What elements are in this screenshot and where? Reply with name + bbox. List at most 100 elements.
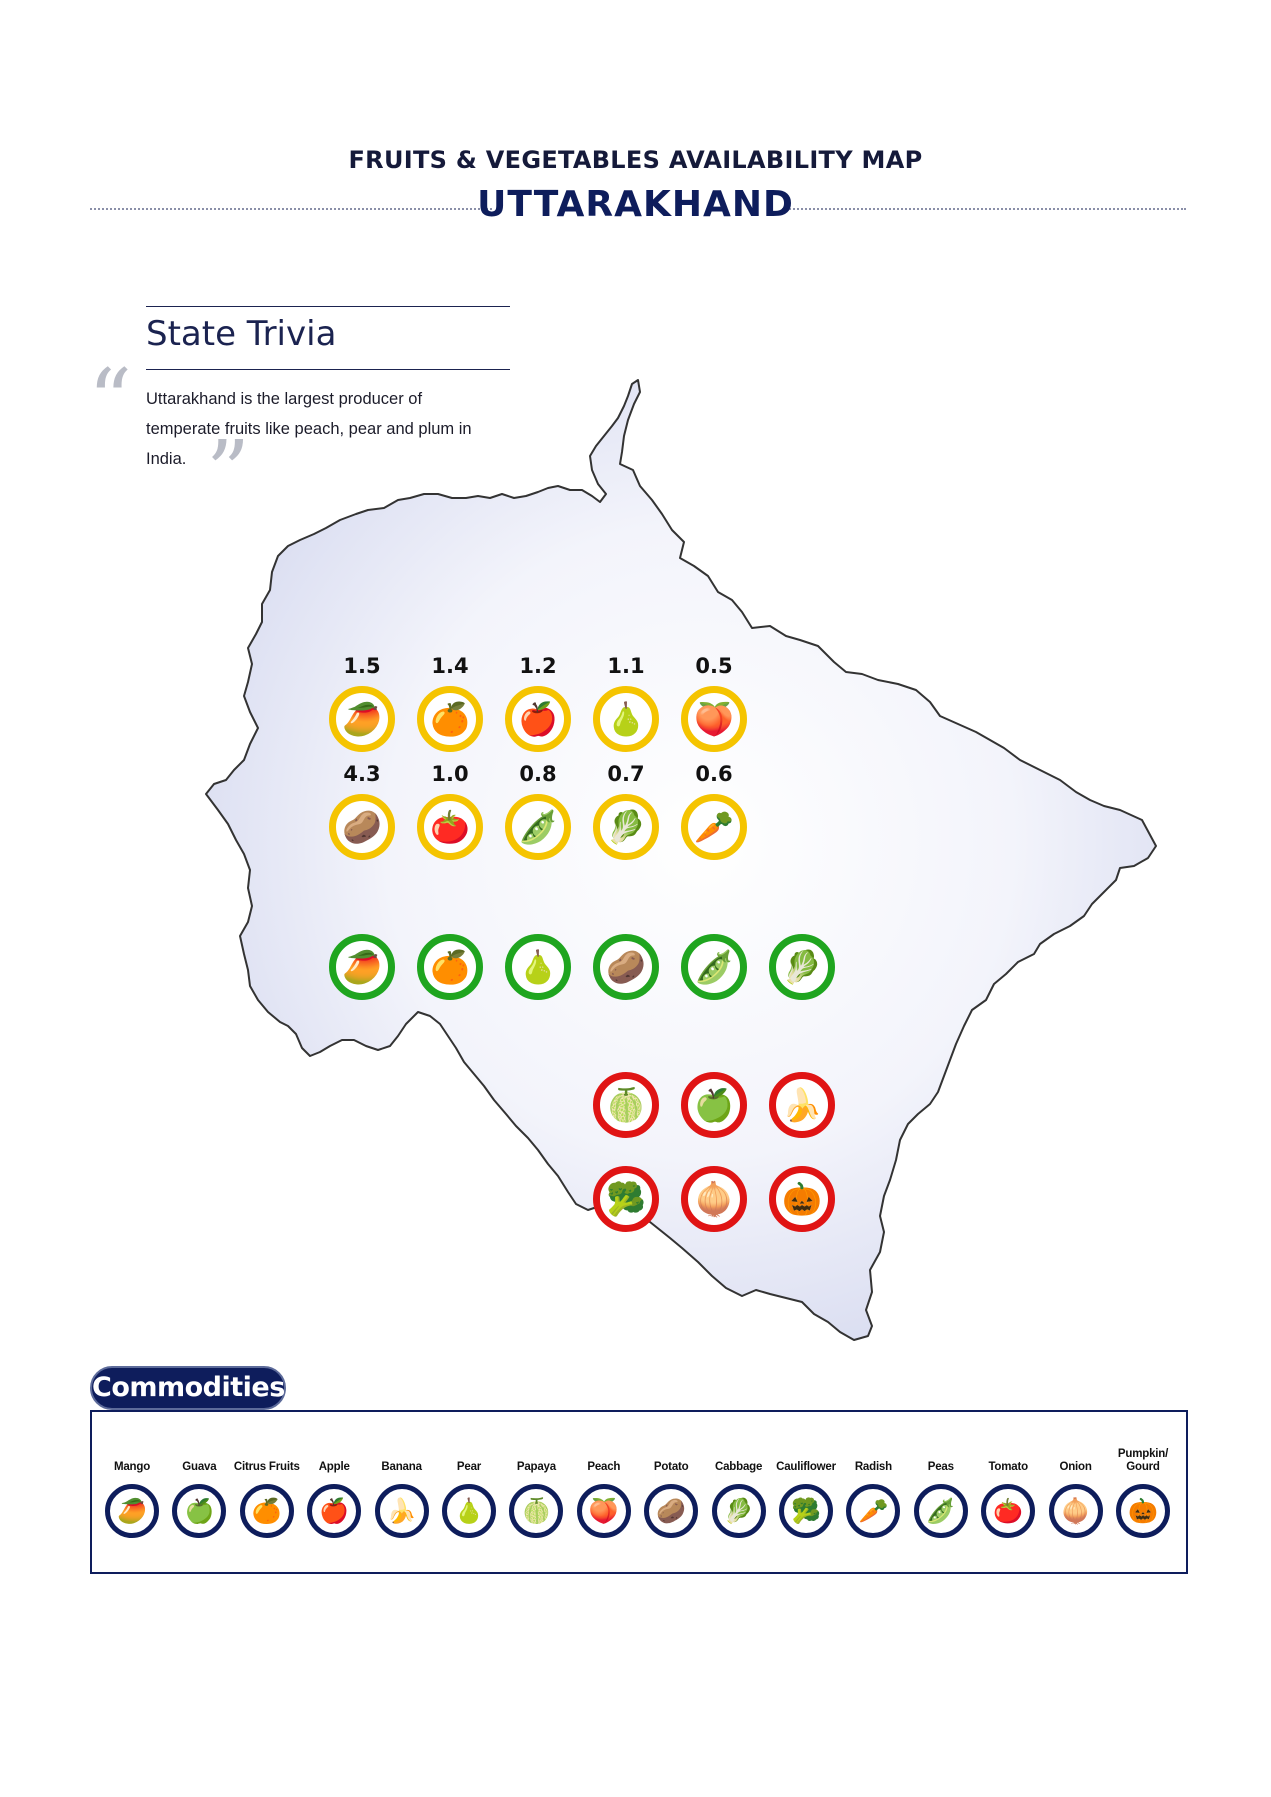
- guava-legend-badge: 🍏: [172, 1484, 227, 1538]
- cabbage-icon: 🥬: [723, 1497, 754, 1525]
- legend-item-potato: Potato 🥔: [637, 1412, 705, 1548]
- radish-badge: 🥕: [681, 794, 747, 860]
- guava-icon: 🍏: [694, 1086, 734, 1124]
- cauliflower-badge: 🥦: [593, 1166, 659, 1232]
- trivia-bottom-rule: [146, 369, 510, 370]
- legend-label: Peas: [927, 1461, 954, 1473]
- legend-item-papaya: Papaya 🍈: [502, 1412, 570, 1548]
- legend-label: Peach: [587, 1461, 621, 1473]
- citrus-fruits-legend-badge: 🍊: [239, 1484, 294, 1538]
- pear-icon: 🍐: [518, 948, 558, 986]
- banana-legend-badge: 🍌: [374, 1484, 429, 1538]
- mango-badge: 🥭: [329, 686, 395, 752]
- legend-item-pumpkin-gourd: Pumpkin/ Gourd 🎃: [1109, 1412, 1177, 1548]
- cabbage-icon: 🥬: [606, 808, 646, 846]
- potato-icon: 🥔: [342, 808, 382, 846]
- legend-item-pear: Pear 🍐: [435, 1412, 503, 1548]
- citrus-fruits-badge: 🍊: [417, 686, 483, 752]
- legend-label: Papaya: [516, 1461, 556, 1473]
- legend-label: Cauliflower: [776, 1461, 836, 1473]
- trivia-heading: State Trivia: [146, 314, 337, 354]
- pumpkin-icon: 🎃: [1128, 1497, 1158, 1525]
- peas-legend-badge: 🫛: [913, 1484, 968, 1538]
- legend-label: Tomato: [988, 1461, 1028, 1473]
- apple-icon: 🍎: [518, 700, 558, 738]
- onion-badge: 🧅: [681, 1166, 747, 1232]
- production-value: 1.1: [607, 654, 645, 678]
- pumpkin-gourd-badge: 🎃: [769, 1166, 835, 1232]
- tomato-icon: 🍅: [430, 808, 470, 846]
- production-value: 1.0: [431, 762, 469, 786]
- legend-label: Citrus Fruits: [233, 1461, 300, 1473]
- onion-legend-badge: 🧅: [1048, 1484, 1103, 1538]
- mango-icon: 🥭: [117, 1497, 147, 1525]
- mango-legend-badge: 🥭: [105, 1484, 159, 1538]
- legend-label: Radish: [854, 1461, 892, 1473]
- legend-item-peach: Peach 🍑: [570, 1412, 638, 1548]
- papaya-icon: 🍈: [606, 1086, 646, 1124]
- peach-icon: 🍑: [588, 1497, 619, 1525]
- legend-label: Onion: [1059, 1461, 1092, 1473]
- legend-label: Mango: [113, 1461, 151, 1473]
- cabbage-icon: 🥬: [782, 948, 822, 986]
- citrus-fruits-badge: 🍊: [417, 934, 483, 1000]
- legend-item-peas: Peas 🫛: [907, 1412, 975, 1548]
- open-quote-icon: “: [88, 351, 132, 451]
- legend-label: Potato: [653, 1461, 689, 1473]
- peas-icon: 🫛: [925, 1497, 956, 1525]
- papaya-icon: 🍈: [521, 1497, 552, 1525]
- title-divider-right: [782, 208, 1186, 210]
- peach-legend-badge: 🍑: [576, 1484, 631, 1538]
- production-value: 1.4: [431, 654, 469, 678]
- pear-badge: 🍐: [593, 686, 659, 752]
- potato-icon: 🥔: [606, 948, 646, 986]
- peas-badge: 🫛: [505, 794, 571, 860]
- papaya-badge: 🍈: [593, 1072, 659, 1138]
- mango-badge: 🥭: [329, 934, 395, 1000]
- onion-icon: 🧅: [694, 1180, 734, 1218]
- mango-icon: 🥭: [342, 700, 382, 738]
- title-divider-left: [90, 208, 492, 210]
- cauliflower-legend-badge: 🥦: [779, 1484, 833, 1538]
- trivia-text: Uttarakhand is the largest producer of t…: [146, 390, 472, 468]
- legend-label: Banana: [381, 1461, 422, 1473]
- pear-icon: 🍐: [454, 1497, 484, 1525]
- commodities-title: Commodities: [90, 1366, 286, 1410]
- state-outline: [205, 379, 1157, 1341]
- potato-badge: 🥔: [593, 934, 659, 1000]
- pumpkin-icon: 🎃: [782, 1180, 822, 1218]
- citrus-icon: 🍊: [430, 948, 470, 986]
- legend-item-banana: Banana 🍌: [368, 1412, 436, 1548]
- production-value: 0.7: [607, 762, 645, 786]
- legend-item-apple: Apple 🍎: [300, 1412, 368, 1548]
- production-value: 0.8: [519, 762, 557, 786]
- onion-icon: 🧅: [1060, 1497, 1091, 1525]
- legend-item-mango: Mango 🥭: [98, 1412, 166, 1548]
- apple-icon: 🍎: [319, 1497, 350, 1525]
- cabbage-badge: 🥬: [593, 794, 659, 860]
- legend-item-onion: Onion 🧅: [1042, 1412, 1110, 1548]
- potato-badge: 🥔: [329, 794, 395, 860]
- citrus-icon: 🍊: [430, 700, 470, 738]
- trivia-top-rule: [146, 306, 510, 307]
- cabbage-legend-badge: 🥬: [711, 1484, 766, 1538]
- banana-icon: 🍌: [782, 1086, 822, 1124]
- legend-item-radish: Radish 🥕: [839, 1412, 907, 1548]
- banana-badge: 🍌: [769, 1072, 835, 1138]
- mango-icon: 🥭: [342, 948, 382, 986]
- radish-icon: 🥕: [694, 808, 734, 846]
- production-value: 0.5: [695, 654, 733, 678]
- legend-label: Guava: [182, 1461, 217, 1473]
- legend-item-cabbage: Cabbage 🥬: [705, 1412, 773, 1548]
- tomato-badge: 🍅: [417, 794, 483, 860]
- peas-badge: 🫛: [681, 934, 747, 1000]
- pear-icon: 🍐: [606, 700, 646, 738]
- guava-icon: 🍏: [184, 1497, 215, 1525]
- tomato-legend-badge: 🍅: [981, 1484, 1036, 1538]
- peas-icon: 🫛: [694, 948, 734, 986]
- legend-label: Cabbage: [715, 1461, 763, 1473]
- map-supertitle: FRUITS & VEGETABLES AVAILABILITY MAP: [348, 146, 923, 174]
- radish-icon: 🥕: [858, 1497, 889, 1525]
- peach-badge: 🍑: [681, 686, 747, 752]
- legend-label: Pear: [456, 1461, 482, 1473]
